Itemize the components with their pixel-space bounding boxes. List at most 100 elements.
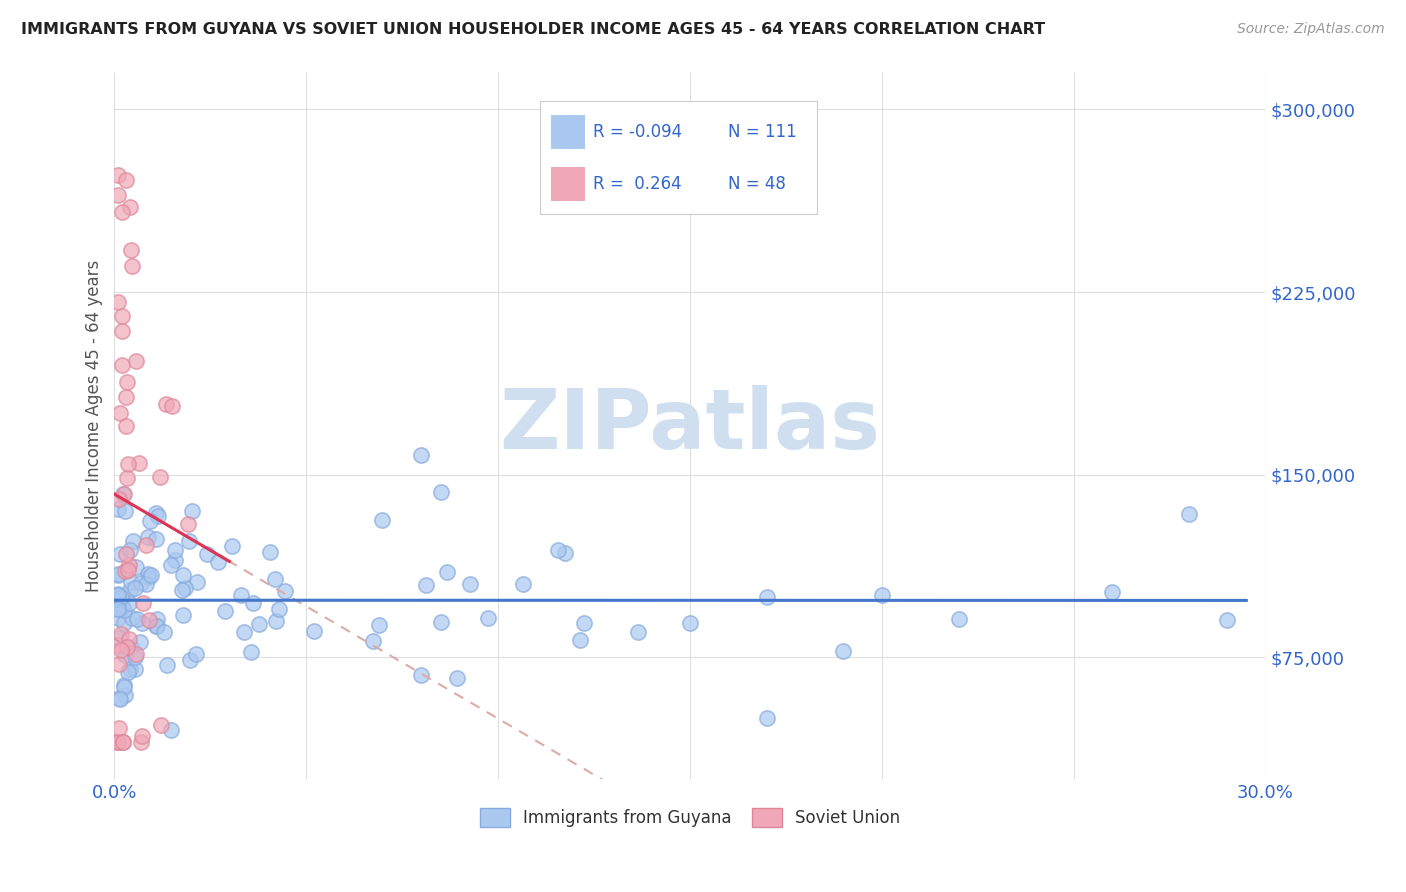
- Point: [110, 598, 132, 612]
- Point: [574, 616, 596, 631]
- Point: [172, 607, 194, 622]
- Point: [107, 187, 129, 202]
- Point: [131, 730, 153, 744]
- Point: [112, 678, 135, 692]
- Legend: Immigrants from Guyana, Soviet Union: Immigrants from Guyana, Soviet Union: [474, 802, 907, 834]
- Point: [111, 487, 134, 501]
- Text: ZIPatlas: ZIPatlas: [499, 385, 880, 467]
- Point: [114, 504, 136, 518]
- Point: [361, 634, 384, 648]
- Point: [120, 243, 142, 257]
- Point: [108, 721, 131, 735]
- Point: [111, 204, 134, 219]
- Point: [131, 615, 153, 630]
- Point: [172, 582, 194, 597]
- Point: [107, 735, 129, 749]
- Text: Source: ZipAtlas.com: Source: ZipAtlas.com: [1237, 22, 1385, 37]
- Point: [145, 619, 167, 633]
- Point: [1177, 508, 1199, 522]
- Point: [124, 662, 146, 676]
- Point: [115, 471, 138, 485]
- Point: [371, 513, 394, 527]
- Point: [114, 688, 136, 702]
- Point: [112, 616, 135, 631]
- Point: [145, 532, 167, 546]
- Point: [111, 599, 134, 613]
- Point: [264, 614, 287, 628]
- Point: [111, 358, 134, 372]
- Point: [128, 456, 150, 470]
- Point: [136, 530, 159, 544]
- Point: [111, 324, 134, 338]
- Point: [458, 577, 481, 591]
- Point: [176, 516, 198, 531]
- Point: [112, 680, 135, 694]
- Point: [107, 638, 129, 652]
- Point: [107, 587, 129, 601]
- Point: [115, 640, 138, 654]
- Point: [477, 611, 499, 625]
- Point: [115, 547, 138, 561]
- Point: [368, 618, 391, 632]
- Point: [214, 604, 236, 618]
- Point: [107, 601, 129, 615]
- Point: [115, 172, 138, 186]
- Point: [174, 582, 197, 596]
- Point: [411, 448, 433, 462]
- Point: [108, 692, 131, 706]
- Point: [110, 547, 132, 561]
- Point: [184, 647, 207, 661]
- Point: [124, 650, 146, 665]
- Point: [136, 566, 159, 581]
- Point: [755, 711, 778, 725]
- Point: [112, 735, 135, 749]
- Point: [554, 546, 576, 560]
- Point: [870, 588, 893, 602]
- Point: [429, 484, 451, 499]
- Point: [436, 566, 458, 580]
- Point: [117, 632, 139, 646]
- Point: [155, 397, 177, 411]
- Point: [512, 576, 534, 591]
- Point: [207, 556, 229, 570]
- Point: [247, 616, 270, 631]
- Point: [107, 588, 129, 602]
- Point: [107, 592, 129, 607]
- Point: [181, 504, 204, 518]
- Point: [115, 419, 138, 434]
- Point: [118, 543, 141, 558]
- Point: [107, 568, 129, 582]
- Point: [411, 667, 433, 681]
- Point: [108, 657, 131, 671]
- Point: [107, 735, 129, 749]
- Point: [110, 643, 132, 657]
- Point: [120, 575, 142, 590]
- Point: [146, 508, 169, 523]
- Point: [135, 577, 157, 591]
- Point: [259, 545, 281, 559]
- Point: [117, 376, 139, 390]
- Point: [160, 558, 183, 573]
- Point: [679, 615, 702, 630]
- Point: [118, 200, 141, 214]
- Point: [755, 590, 778, 604]
- Point: [273, 584, 295, 599]
- Point: [112, 486, 135, 500]
- Point: [129, 735, 152, 749]
- Point: [160, 400, 183, 414]
- Point: [153, 625, 176, 640]
- Point: [240, 645, 263, 659]
- Point: [415, 578, 437, 592]
- Point: [115, 390, 138, 404]
- Point: [145, 506, 167, 520]
- Point: [160, 723, 183, 738]
- Point: [120, 582, 142, 597]
- Point: [117, 457, 139, 471]
- Point: [110, 590, 132, 604]
- Y-axis label: Householder Income Ages 45 - 64 years: Householder Income Ages 45 - 64 years: [86, 260, 103, 592]
- Point: [107, 566, 129, 581]
- Point: [832, 643, 855, 657]
- Point: [446, 671, 468, 685]
- Point: [114, 564, 136, 578]
- Point: [138, 570, 160, 584]
